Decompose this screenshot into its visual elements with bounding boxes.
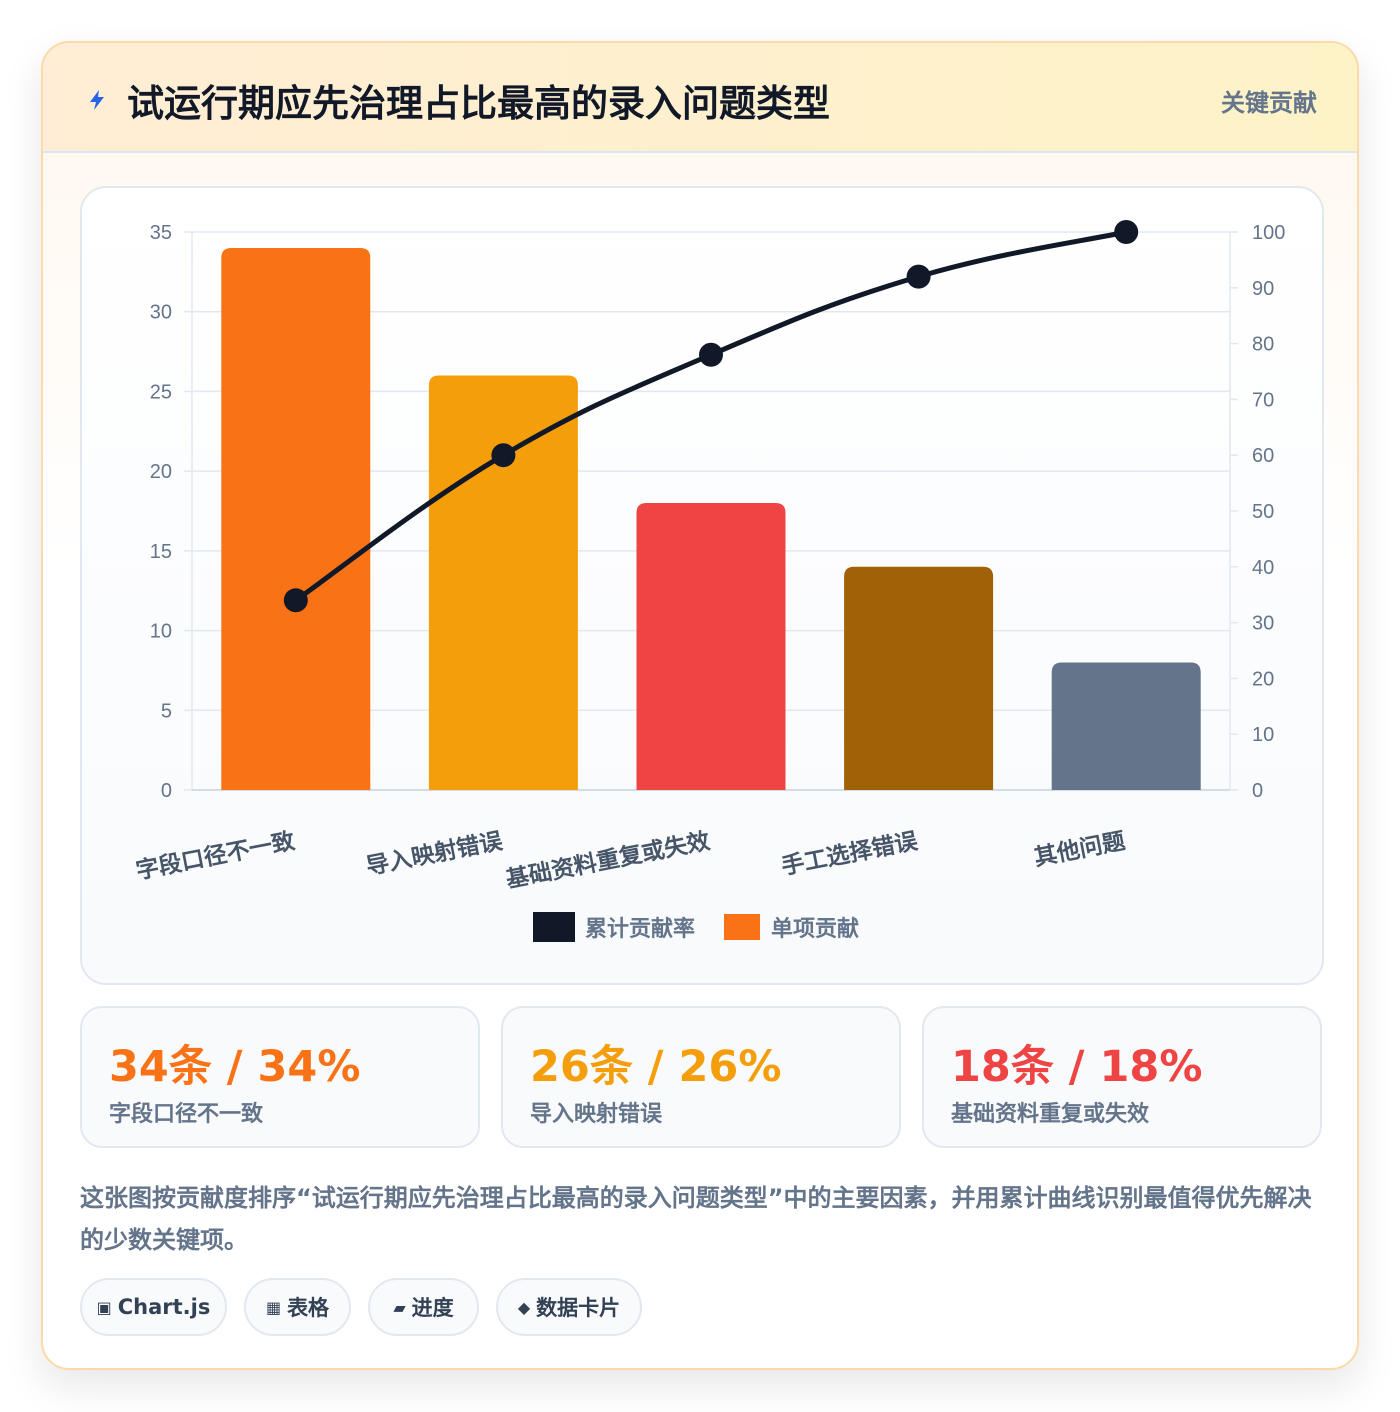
bar (221, 247, 371, 790)
y-right-tick-label: 50 (1252, 501, 1274, 523)
chart-panel: 0 5 10 15 20 25 30 35 0 10 20 30 40 50 60 70 80 90 100 字段口径… (80, 186, 1324, 985)
y-left-tick-label: 0 (161, 780, 172, 802)
y-right-tick-label: 40 (1252, 557, 1274, 579)
stat-value: 26条 / 26% (530, 1042, 782, 1092)
y-left-tick-label: 25 (150, 381, 172, 403)
x-category-label: 导入映射错误 (364, 827, 506, 880)
cumulative-point (1114, 220, 1139, 244)
x-category-label: 其他问题 (1032, 828, 1127, 871)
chart-description: 这张图按贡献度排序“试运行期应先治理占比最高的录入问题类型”中的主要因素，并用累… (80, 1184, 1312, 1254)
chip-label: Chart.js (117, 1295, 211, 1319)
chip-table[interactable]: ▦ 表格 (244, 1278, 351, 1336)
chip-label: 数据卡片 (536, 1296, 621, 1320)
y-right-tick-label: 80 (1252, 334, 1274, 356)
diamond-icon: ◆ (517, 1297, 531, 1317)
bar (844, 566, 994, 790)
legend-swatch-line (533, 912, 575, 942)
lightning-icon (90, 90, 104, 110)
x-category-label: 字段口径不一致 (134, 827, 298, 884)
progress-icon: ▰ (393, 1297, 406, 1317)
bar (1051, 662, 1201, 790)
y-left-tick-label: 20 (150, 461, 172, 483)
header-tag: 关键贡献 (1221, 89, 1317, 117)
pareto-card: 试运行期应先治理占比最高的录入问题类型 关键贡献 0 5 10 15 20 25 30 35 0… (41, 41, 1359, 1370)
y-left-tick-label: 10 (150, 621, 172, 643)
stat-value: 34条 / 34% (109, 1042, 361, 1092)
y-left-tick-label: 15 (150, 541, 172, 563)
y-right-tick-label: 60 (1252, 445, 1274, 467)
y-left-tick-label: 35 (150, 222, 172, 244)
legend-label: 累计贡献率 (585, 916, 695, 942)
chip-data-card[interactable]: ◆ 数据卡片 (496, 1278, 642, 1336)
chart-icon: ▣ (96, 1297, 112, 1317)
chip-progress[interactable]: ▰ 进度 (368, 1278, 479, 1336)
table-icon: ▦ (265, 1297, 282, 1317)
y-right-tick-label: 0 (1252, 780, 1263, 802)
y-right-tick-label: 20 (1252, 668, 1274, 690)
y-left-tick-label: 30 (150, 302, 172, 324)
chip-label: 表格 (287, 1296, 330, 1320)
y-right-tick-label: 10 (1252, 724, 1274, 746)
legend-label: 单项贡献 (771, 916, 859, 942)
stat-label: 字段口径不一致 (109, 1102, 264, 1127)
bar (428, 375, 578, 790)
legend-swatch-bar (724, 914, 760, 940)
stat-card-2: 26条 / 26% 导入映射错误 (501, 1006, 901, 1148)
stat-card-1: 34条 / 34% 字段口径不一致 (80, 1006, 480, 1148)
card-header: 试运行期应先治理占比最高的录入问题类型 关键贡献 (43, 43, 1357, 153)
stat-value: 18条 / 18% (951, 1042, 1203, 1092)
stat-card-3: 18条 / 18% 基础资料重复或失效 (922, 1006, 1322, 1148)
bar (636, 503, 786, 790)
x-category-label: 手工选择错误 (779, 827, 921, 880)
page-title: 试运行期应先治理占比最高的录入问题类型 (127, 82, 830, 125)
cumulative-point (699, 342, 723, 367)
stat-label: 基础资料重复或失效 (951, 1102, 1150, 1127)
y-right-tick-label: 100 (1252, 222, 1285, 244)
y-left-tick-label: 5 (161, 700, 172, 722)
y-right-tick-label: 90 (1252, 278, 1274, 300)
stat-label: 导入映射错误 (530, 1102, 663, 1127)
pareto-chart: 0 5 10 15 20 25 30 35 0 10 20 30 40 50 60 70 80 90 100 字段口径… (134, 220, 1285, 942)
y-right-tick-label: 70 (1252, 389, 1274, 411)
chip-label: 进度 (411, 1296, 454, 1320)
cumulative-point (491, 443, 516, 468)
chip-chartjs[interactable]: ▣ Chart.js (80, 1278, 227, 1336)
x-category-label: 基础资料重复或失效 (504, 827, 712, 893)
cumulative-point (906, 264, 931, 289)
cumulative-point (283, 588, 308, 613)
y-right-tick-label: 30 (1252, 613, 1274, 635)
